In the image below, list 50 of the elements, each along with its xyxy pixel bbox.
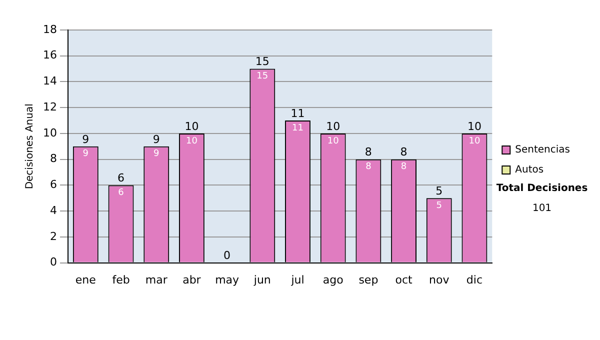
data-label: 10 (327, 136, 340, 146)
data-label: 8 (366, 162, 372, 172)
total-label: 0 (224, 249, 231, 262)
y-tick-label: 16 (42, 48, 57, 62)
total-label: 9 (152, 132, 160, 146)
total-label: 8 (400, 146, 408, 159)
y-tick-label: 4 (50, 204, 57, 217)
total-label: 10 (467, 120, 482, 133)
y-tick-label: 6 (50, 178, 57, 192)
x-tick-label: oct (395, 273, 414, 286)
x-tick-label: nov (429, 273, 450, 286)
x-tick-label: ago (322, 273, 344, 286)
total-label: 6 (118, 172, 125, 185)
total-label: 10 (184, 120, 199, 133)
x-tick-label: jun (252, 273, 271, 286)
total-label: 9 (82, 132, 90, 146)
total-label: 8 (364, 146, 372, 159)
y-tick-label: 12 (42, 100, 57, 114)
y-tick-label: 0 (50, 256, 57, 269)
total-label: 15 (255, 55, 270, 68)
x-tick-label: mar (145, 273, 168, 286)
legend-label: Autos (515, 164, 544, 176)
data-label: 8 (400, 162, 407, 172)
total-label: 11 (290, 106, 305, 120)
total-label: 5 (436, 184, 443, 198)
y-tick-label: 18 (42, 22, 57, 36)
data-label: 9 (82, 149, 89, 160)
y-tick-label: 2 (50, 230, 57, 243)
text: 101 (532, 202, 552, 214)
data-label: 6 (118, 188, 124, 198)
x-tick-label: feb (112, 273, 130, 286)
legend-label: Sentencias (515, 144, 570, 156)
y-tick-label: 14 (42, 74, 57, 88)
data-label: 15 (256, 72, 268, 82)
y-axis-title: Decisiones Anual (24, 104, 36, 190)
data-label: 11 (292, 123, 304, 134)
data-label: 9 (153, 149, 160, 160)
x-tick-label: sep (358, 273, 378, 286)
x-tick-label: may (215, 273, 240, 286)
total-label: 10 (326, 120, 340, 133)
text: Total Decisiones (496, 182, 588, 194)
y-tick-label: 10 (42, 126, 57, 140)
data-label: 5 (436, 200, 442, 211)
data-label: 10 (186, 136, 198, 146)
x-tick-label: dic (466, 273, 483, 286)
data-label: 10 (468, 136, 480, 146)
x-tick-label: ene (75, 273, 96, 286)
x-tick-label: abr (182, 273, 202, 286)
y-tick-label: 8 (50, 152, 57, 166)
x-tick-label: jul (290, 273, 304, 286)
